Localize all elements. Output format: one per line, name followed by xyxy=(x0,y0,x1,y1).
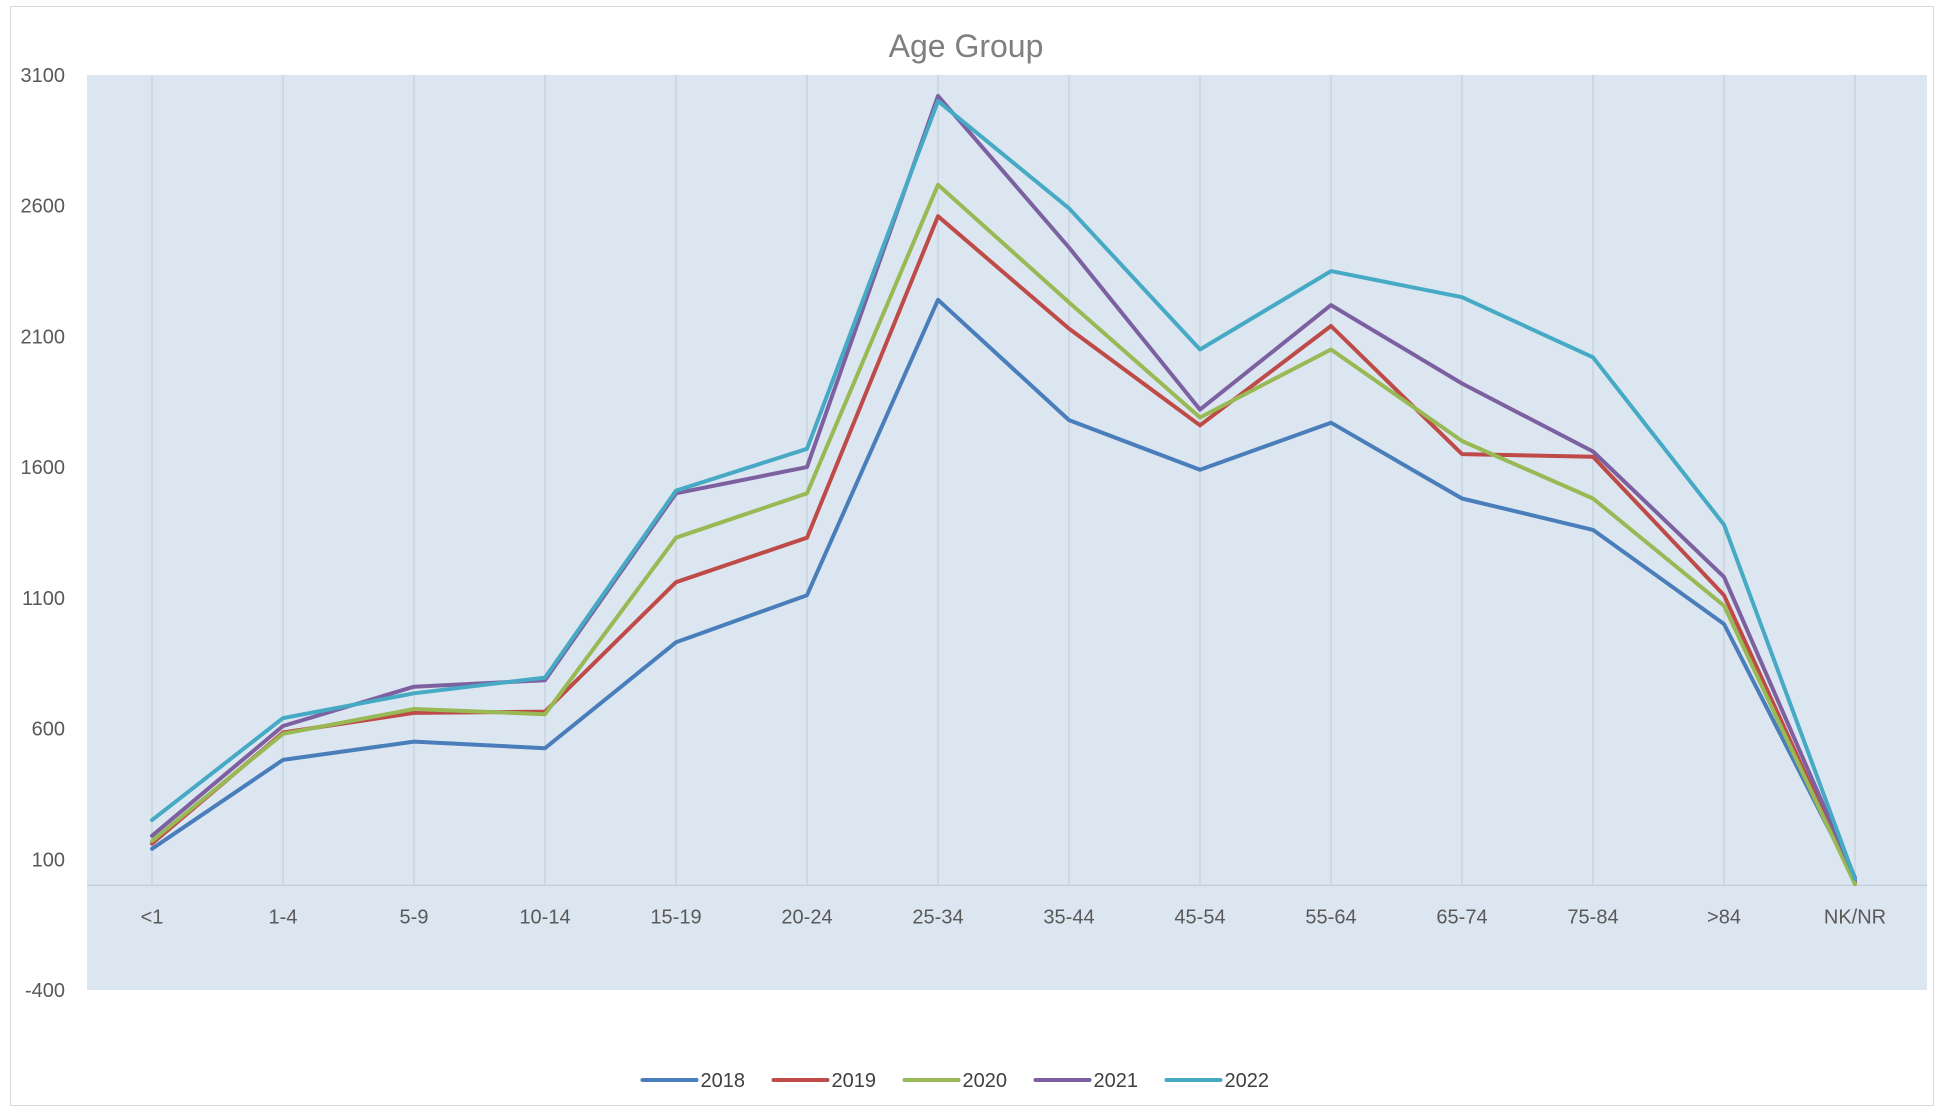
series-lines xyxy=(150,93,1857,887)
legend: 2018 2019 2020 2021 2022 xyxy=(640,1070,1270,1092)
x-tick-label: 45-54 xyxy=(1174,906,1225,928)
legend-label: 2020 xyxy=(963,1070,1008,1092)
chart-frame: 3100 2600 2100 1600 1100 600 100 -400 <1 1-4 5-9 10… xyxy=(10,6,1934,1106)
x-tick-label: 10-14 xyxy=(519,906,570,928)
legend-item-2020: 2020 xyxy=(902,1070,1008,1092)
y-tick-label: -400 xyxy=(25,980,65,1002)
legend-item-2018: 2018 xyxy=(640,1070,746,1092)
x-tick-label: <1 xyxy=(141,906,164,928)
x-tick-label: 15-19 xyxy=(650,906,701,928)
legend-item-2019: 2019 xyxy=(771,1070,877,1092)
x-tick-label: 1-4 xyxy=(269,906,298,928)
x-tick-label: 55-64 xyxy=(1305,906,1356,928)
y-tick-label: 2100 xyxy=(21,326,66,348)
series-line-2021 xyxy=(150,93,1857,880)
x-tick-label: NK/NR xyxy=(1824,906,1886,928)
y-tick-label: 1100 xyxy=(22,588,65,610)
x-tick-label: >84 xyxy=(1707,906,1741,928)
y-tick-label: 1600 xyxy=(21,457,66,479)
y-tick-label: 3100 xyxy=(21,65,66,87)
y-tick-label: 2600 xyxy=(21,196,66,218)
x-tick-label: 20-24 xyxy=(781,906,832,928)
chart-title: Age Group xyxy=(889,28,1044,64)
x-tick-label: 75-84 xyxy=(1567,906,1618,928)
legend-label: 2022 xyxy=(1225,1070,1270,1092)
series-line-2019 xyxy=(150,214,1857,885)
legend-item-2021: 2021 xyxy=(1033,1070,1139,1092)
line-chart: 3100 2600 2100 1600 1100 600 100 -400 <1 1-4 5-9 10… xyxy=(21,28,1927,1092)
x-tick-label: 5-9 xyxy=(400,906,429,928)
legend-label: 2018 xyxy=(701,1070,746,1092)
legend-label: 2021 xyxy=(1094,1070,1139,1092)
series-line-2018 xyxy=(150,297,1857,883)
plot-area xyxy=(87,75,1927,990)
y-tick-label: 100 xyxy=(32,849,65,871)
series-line-2020 xyxy=(150,182,1857,887)
axes: 3100 2600 2100 1600 1100 600 100 -400 <1 1-4 5-9 10… xyxy=(21,65,1927,1002)
x-tick-label: 25-34 xyxy=(912,906,963,928)
grid-lines xyxy=(151,75,1856,886)
series-line-2022 xyxy=(150,99,1857,881)
legend-item-2022: 2022 xyxy=(1164,1070,1270,1092)
y-tick-label: 600 xyxy=(32,719,65,741)
legend-label: 2019 xyxy=(832,1070,877,1092)
x-tick-label: 65-74 xyxy=(1436,906,1487,928)
x-tick-label: 35-44 xyxy=(1043,906,1094,928)
